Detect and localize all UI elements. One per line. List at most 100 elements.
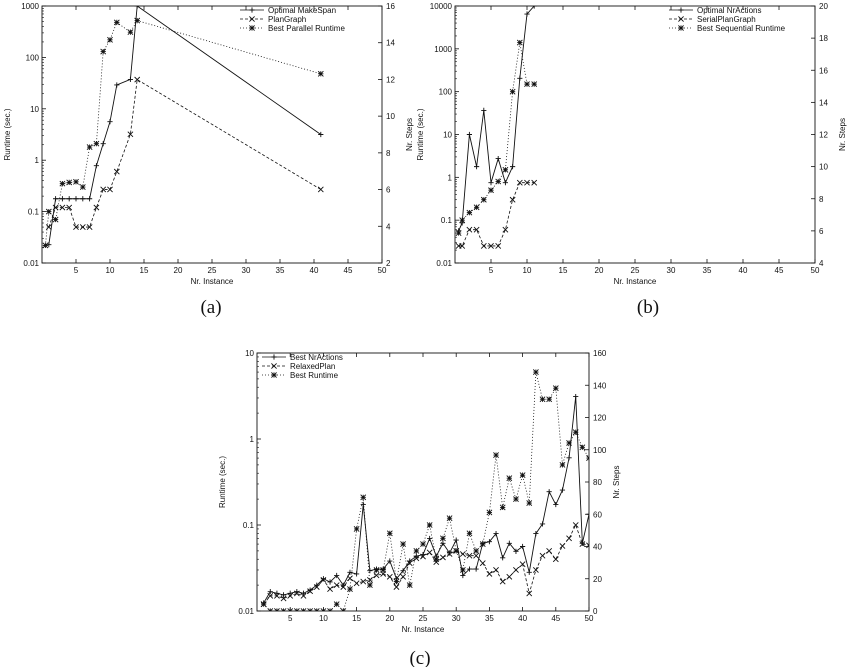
chart-a-series-plangraph-point <box>73 224 79 230</box>
chart-b-series-optimal-nractions-point <box>466 131 472 138</box>
chart-b-y-right-tick-label: 6 <box>819 227 824 236</box>
chart-c-series-best-runtime-point <box>313 608 320 611</box>
chart-c-series-best-runtime-point <box>340 608 347 611</box>
chart-c-series-best-nractions-point <box>460 572 466 579</box>
chart-a-y-right-tick-label: 4 <box>386 222 391 231</box>
chart-c-series-relaxedplan-point <box>373 572 380 579</box>
chart-c-series-best-runtime-point <box>499 504 506 511</box>
chart-c-y-left-tick-label: 10 <box>245 349 254 358</box>
chart-c-series-relaxedplan-point <box>360 578 367 585</box>
chart-c-legend-best-runtime-swatch-marker <box>271 372 277 378</box>
chart-a-series-plangraph-point <box>107 186 113 193</box>
chart-b-y-right-tick-label: 16 <box>819 66 828 75</box>
chart-c-series-best-nractions-point <box>586 511 589 517</box>
chart-c-series-relaxedplan-point <box>293 590 300 597</box>
chart-c-series-best-runtime-point <box>320 608 327 611</box>
chart-b-legend-serialplangraph-swatch-marker <box>678 16 684 22</box>
chart-c-series-relaxedplan-point <box>440 554 446 561</box>
chart-c-series-best-nractions-point <box>300 590 307 596</box>
chart-b-x-tick-label: 45 <box>775 266 784 275</box>
chart-b-series-serialplangraph-point <box>502 226 509 233</box>
chart-c-series-relaxedplan-point <box>446 551 453 557</box>
chart-c-series-best-runtime-point <box>400 541 406 547</box>
chart-b-series-optimal-nractions-line <box>458 6 535 232</box>
chart-c-series-best-nractions-point <box>327 579 333 585</box>
chart-c-series-best-runtime-point <box>453 547 460 554</box>
chart-c-x-tick-label: 50 <box>585 614 594 623</box>
chart-c-series-relaxedplan-point <box>532 567 539 573</box>
chart-c-series-best-runtime-point <box>386 530 393 537</box>
chart-c-series-best-nractions-point <box>559 487 566 493</box>
chart-c-series-best-runtime-point <box>426 522 433 528</box>
chart-c-series-best-nractions-point <box>566 455 572 461</box>
chart-a-legend-plangraph-swatch-marker <box>249 16 255 22</box>
chart-c-series-best-runtime-point <box>579 444 586 451</box>
chart-a-y-right-tick-label: 8 <box>386 149 391 158</box>
chart-b-series-best-sequential-runtime-point <box>495 178 502 185</box>
chart-b-y-left-tick-label: 10000 <box>430 2 453 11</box>
chart-a-series-best-parallel-runtime-point <box>79 184 86 190</box>
chart-c-series-relaxedplan-point <box>327 586 333 592</box>
chart-b-series-serialplangraph-point <box>488 243 494 249</box>
chart-a-y-left-tick-label: 1 <box>35 156 40 165</box>
chart-c-series-best-runtime-point <box>539 396 546 403</box>
chart-a-x-tick-label: 25 <box>208 266 217 275</box>
chart-b-series-serialplangraph-point <box>531 179 538 186</box>
chart-c-series-best-nractions-point <box>466 566 473 572</box>
chart-a-x-tick-label: 20 <box>174 266 183 275</box>
chart-c-series-relaxedplan-point <box>473 552 480 559</box>
chart-a-series-plangraph-point <box>93 204 100 211</box>
chart-c-series-best-runtime-point <box>406 582 413 589</box>
chart-c-series-relaxedplan-point <box>313 584 320 590</box>
chart-c-series-best-nractions-point <box>347 569 353 575</box>
chart-c-series-relaxedplan-point <box>466 552 473 559</box>
chart-c-series-relaxedplan-point <box>307 588 314 595</box>
chart-c-series-best-runtime-point <box>420 541 426 547</box>
chart-c-series-best-runtime-point <box>466 530 473 537</box>
chart-c-x-tick-label: 35 <box>485 614 494 623</box>
chart-c-series-relaxedplan-point <box>586 542 589 549</box>
chart-c-series-best-runtime-point <box>260 601 267 608</box>
chart-b-series-serialplangraph-line <box>458 182 535 247</box>
chart-c-series-best-runtime-point <box>307 608 314 611</box>
chart-a-series-best-parallel-runtime-point <box>42 242 49 249</box>
chart-c-series-relaxedplan-point <box>333 582 340 589</box>
chart-a-x-tick-label: 40 <box>310 266 319 275</box>
chart-c-series-relaxedplan-point <box>386 573 393 580</box>
chart-a-series-optimal-makespan-point <box>134 6 140 9</box>
chart-b-series-optimal-nractions-point <box>474 164 480 170</box>
chart-b-series-best-sequential-runtime-line <box>458 42 535 234</box>
chart-b-y-right-tick-label: 8 <box>819 195 824 204</box>
chart-c-series-best-nractions-point <box>553 501 559 508</box>
chart-c-legend-best-runtime-label: Best Runtime <box>290 371 339 380</box>
chart-a-y-left-tick-label: 0.1 <box>28 208 40 217</box>
chart-c-y-right-tick-label: 120 <box>593 414 607 423</box>
chart-b-y-left-axis-label: Runtime (sec.) <box>416 108 425 160</box>
chart-b-y-left-tick-label: 0.1 <box>441 216 453 225</box>
chart-a-series-plangraph-point <box>127 131 134 138</box>
chart-c-series-best-runtime-point <box>366 582 373 589</box>
chart-a-y-left-axis-label: Runtime (sec.) <box>3 108 12 160</box>
chart-c-y-right-tick-label: 20 <box>593 575 602 584</box>
chart-b-series-serialplangraph-point <box>480 243 487 249</box>
chart-c-series-best-runtime-point <box>347 586 353 592</box>
chart-c-series-relaxedplan-point <box>413 555 420 562</box>
chart-a-y-right-tick-label: 12 <box>386 75 395 84</box>
chart-b-x-tick-label: 50 <box>811 266 820 275</box>
chart-a-series-best-parallel-runtime-point <box>107 36 113 43</box>
chart-a-series-optimal-makespan-point <box>318 131 324 138</box>
chart-c-x-axis-label: Nr. Instance <box>402 625 445 634</box>
chart-c-y-right-axis-label: Nr. Steps <box>612 466 621 499</box>
chart-b-series-best-sequential-runtime-point <box>516 39 523 46</box>
chart-b-y-left-tick-label: 100 <box>439 88 453 97</box>
chart-c-series-relaxedplan-point <box>347 575 353 582</box>
chart-c-series-relaxedplan-point <box>539 552 546 559</box>
chart-b-x-tick-label: 40 <box>739 266 748 275</box>
chart-c-series-best-nractions-point <box>579 540 585 546</box>
chart-c-series-best-nractions-point <box>287 590 293 596</box>
chart-b-y-right-axis-label: Nr. Steps <box>838 118 847 151</box>
chart-c-series-best-runtime-point <box>546 396 553 403</box>
chart-a-series-best-parallel-runtime-point <box>100 48 107 55</box>
chart-b-y-right-tick-label: 18 <box>819 34 828 43</box>
chart-c-series-relaxedplan-point <box>366 576 373 583</box>
